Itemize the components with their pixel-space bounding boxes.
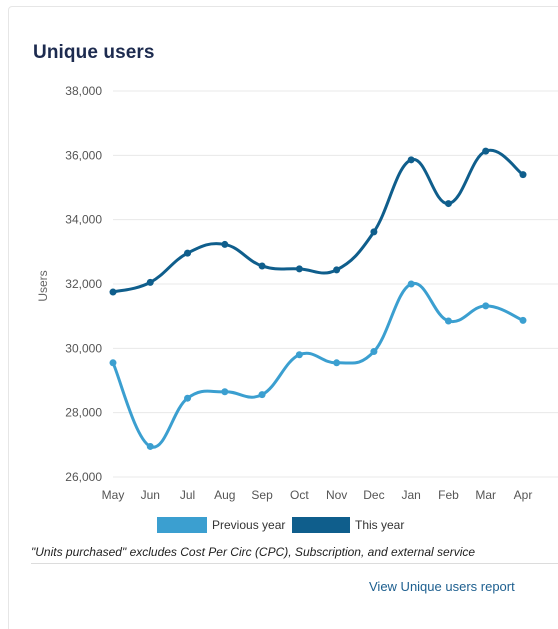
x-tick-label: Feb bbox=[438, 488, 459, 502]
y-tick-label: 38,000 bbox=[65, 84, 102, 98]
x-tick-label: Jan bbox=[402, 488, 421, 502]
data-point bbox=[370, 228, 378, 236]
y-tick-label: 36,000 bbox=[65, 148, 102, 162]
data-point bbox=[221, 388, 229, 396]
card-title: Unique users bbox=[33, 42, 155, 63]
data-point bbox=[258, 262, 266, 270]
data-point bbox=[146, 278, 154, 286]
x-tick-label: Aug bbox=[214, 488, 235, 502]
x-tick-label: Dec bbox=[363, 488, 384, 502]
data-point bbox=[482, 302, 490, 310]
x-tick-label: Mar bbox=[475, 488, 496, 502]
legend-swatch bbox=[292, 517, 350, 533]
y-tick-label: 30,000 bbox=[65, 341, 102, 355]
data-point bbox=[444, 317, 452, 325]
y-tick-label: 32,000 bbox=[65, 277, 102, 291]
x-tick-label: Sep bbox=[251, 488, 273, 502]
series-line-previous-year bbox=[111, 282, 525, 449]
footer-divider bbox=[31, 563, 558, 564]
x-tick-label: Nov bbox=[326, 488, 347, 502]
x-tick-label: Jul bbox=[180, 488, 195, 502]
data-point bbox=[407, 156, 415, 164]
data-point bbox=[519, 171, 527, 179]
legend-swatch bbox=[157, 517, 207, 533]
data-point bbox=[444, 200, 452, 208]
data-point bbox=[258, 391, 266, 399]
y-tick-label: 28,000 bbox=[65, 406, 102, 420]
data-point bbox=[109, 359, 117, 367]
data-point bbox=[146, 442, 154, 450]
data-point bbox=[184, 394, 192, 402]
data-point bbox=[370, 348, 378, 356]
data-point bbox=[333, 359, 341, 367]
x-tick-label: May bbox=[102, 488, 125, 502]
data-point bbox=[333, 266, 341, 274]
x-tick-label: Apr bbox=[514, 488, 533, 502]
y-axis-title: Users bbox=[36, 270, 50, 301]
data-point bbox=[407, 280, 415, 288]
y-tick-label: 26,000 bbox=[65, 470, 102, 484]
view-report-link[interactable]: View Unique users report bbox=[369, 579, 515, 594]
data-point bbox=[109, 288, 117, 296]
y-tick-label: 34,000 bbox=[65, 213, 102, 227]
data-point bbox=[295, 351, 303, 359]
x-tick-label: Jun bbox=[141, 488, 160, 502]
legend-label: This year bbox=[355, 518, 404, 532]
data-point bbox=[221, 240, 229, 248]
x-tick-label: Oct bbox=[290, 488, 309, 502]
footnote-text: "Units purchased" excludes Cost Per Circ… bbox=[31, 545, 476, 559]
data-point bbox=[295, 265, 303, 273]
series-line-this-year bbox=[111, 148, 525, 294]
legend-label: Previous year bbox=[212, 518, 285, 532]
data-point bbox=[482, 147, 490, 155]
data-point bbox=[184, 249, 192, 257]
data-point bbox=[519, 316, 527, 324]
